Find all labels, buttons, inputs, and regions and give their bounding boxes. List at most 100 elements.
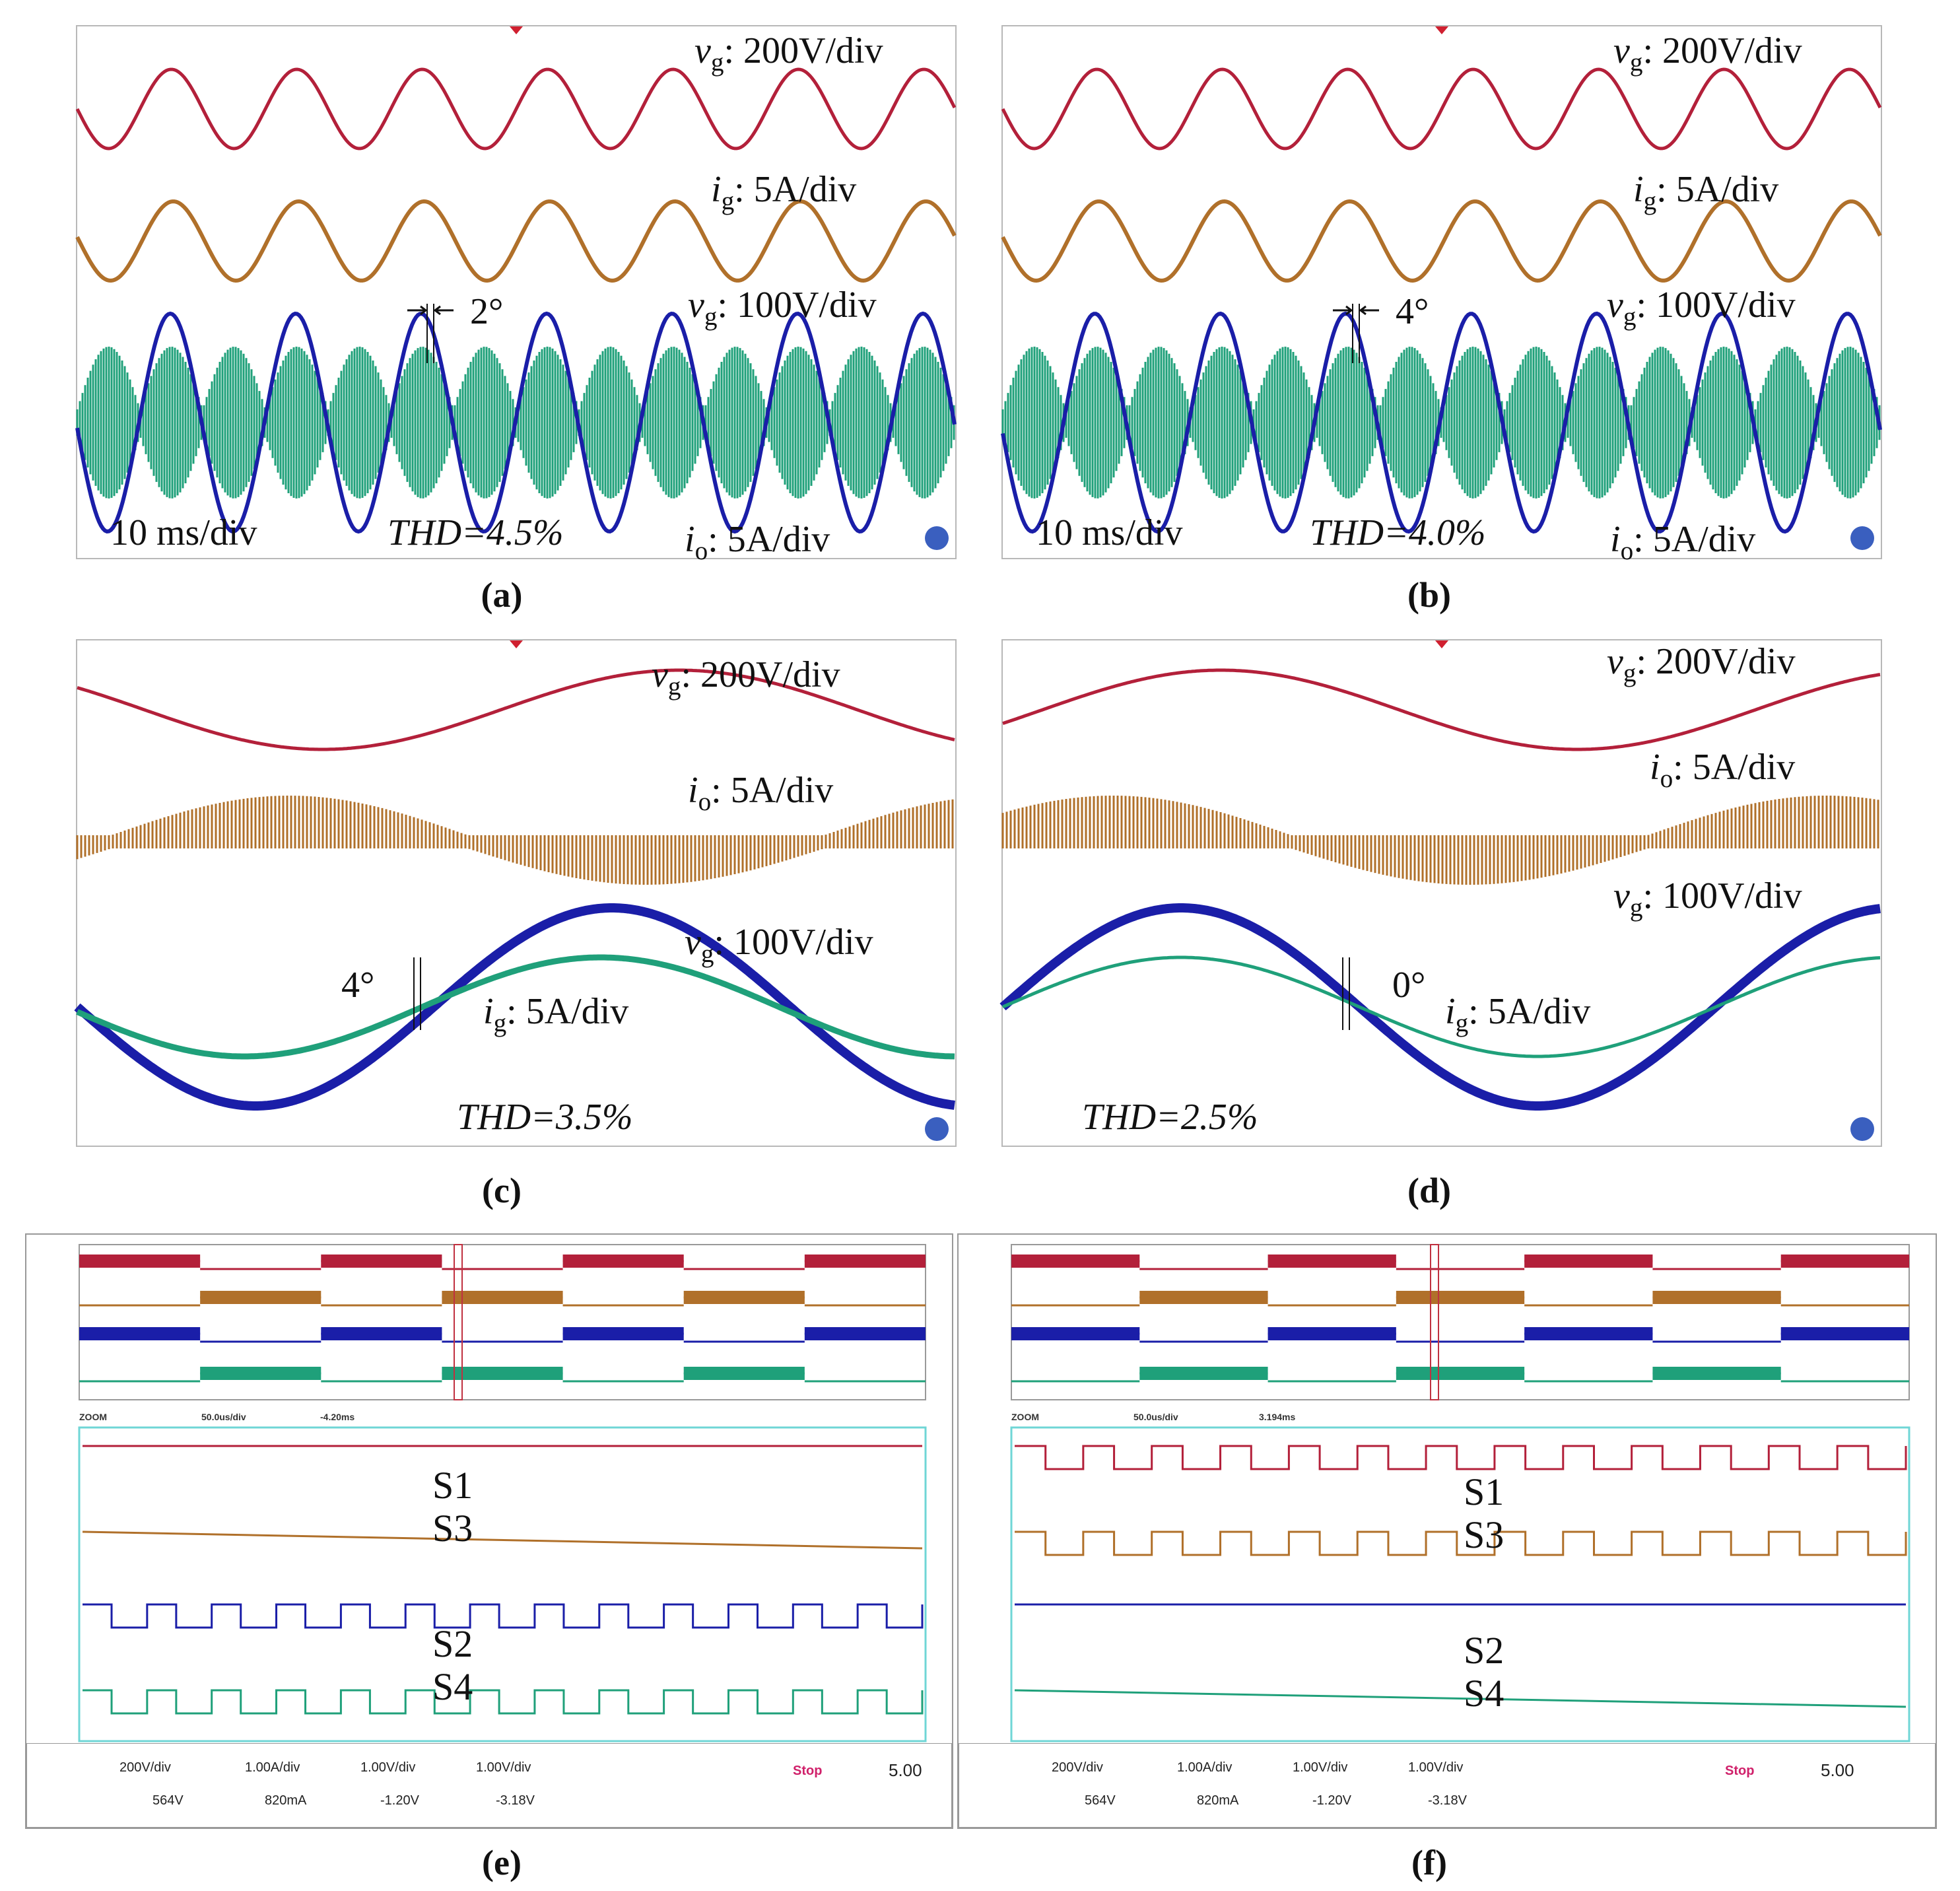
zoom-label: ZOOM [1011, 1412, 1039, 1422]
trace-vg-100 [1001, 311, 1882, 534]
trigger-marker [510, 26, 523, 34]
phase-label: 4° [1396, 291, 1429, 332]
zoom-scale: 50.0us/div [201, 1412, 246, 1422]
trace-vg-200 [75, 67, 957, 151]
label-ig-5a: ig: 5A/div [711, 169, 857, 216]
trace-io [76, 796, 954, 885]
scope-status-bar: 200V/div 564V 1.00A/div 820mA 1.00V/div … [959, 1743, 1936, 1828]
zoom-scale: 50.0us/div [1133, 1412, 1178, 1422]
overview-trace [79, 1372, 926, 1383]
label-ig-5a: ig: 5A/div [1633, 169, 1779, 216]
thd-label: THD=3.5% [457, 1097, 633, 1138]
thd-label: THD=4.0% [1310, 512, 1486, 553]
label-vg-100: vg: 100V/div [1607, 285, 1796, 331]
zoom-trace [1015, 1445, 1907, 1470]
phase-label: 0° [1392, 965, 1426, 1006]
scope-panel-e: ZOOM 50.0us/div -4.20ms S1 S3 S2 S4 200V… [25, 1233, 953, 1829]
zoom-window [454, 1244, 463, 1400]
overview-trace [1011, 1260, 1909, 1270]
trigger-marker [1435, 640, 1448, 648]
trigger-marker [510, 640, 523, 648]
overview-trace [1011, 1372, 1909, 1383]
label-io-5a: io: 5A/div [1610, 519, 1756, 566]
zoom-position: 3.194ms [1259, 1412, 1296, 1422]
signal-label-s4: S4 [432, 1665, 473, 1708]
zoom-trace [83, 1603, 924, 1629]
caption-a: (a) [481, 575, 523, 615]
signal-label-s4: S4 [1464, 1672, 1504, 1715]
label-vg-200: vg: 200V/div [694, 30, 883, 77]
caption-e: (e) [482, 1843, 522, 1882]
label-vg-100: vg: 100V/div [685, 922, 873, 969]
phase-arrows [407, 305, 454, 316]
ch3-scale: 1.00V/div [360, 1760, 416, 1775]
zoom-trace [1015, 1530, 1907, 1556]
scroll-icon [1850, 526, 1874, 550]
ch1-scale: 200V/div [119, 1760, 171, 1775]
phase-label: 2° [470, 291, 504, 332]
trace-vg-100 [75, 311, 957, 534]
ch3-scale: 1.00V/div [1293, 1760, 1348, 1775]
zoom-frame [1010, 1426, 1910, 1742]
zoom-trace [1014, 1689, 1907, 1708]
trace-ig [1001, 199, 1882, 283]
waveforms-b [1001, 26, 1882, 550]
label-io-5a: io: 5A/div [1650, 747, 1796, 794]
waveforms-a [75, 26, 957, 550]
overview-trace [1011, 1296, 1909, 1307]
ch2-scale: 1.00A/div [1177, 1760, 1233, 1775]
signal-label-s3: S3 [1464, 1513, 1504, 1556]
ch3-offset: -1.20V [380, 1793, 419, 1808]
time-scale: 5.00 [1821, 1760, 1854, 1780]
phase-arrows [1333, 305, 1379, 316]
scope-panel-c: vg: 200V/div io: 5A/div vg: 100V/div ig:… [74, 639, 957, 1147]
overview-trace [79, 1332, 926, 1343]
timebase-label: 10 ms/div [1036, 512, 1183, 553]
ch4-offset: -3.18V [1428, 1793, 1467, 1808]
signal-label-s1: S1 [432, 1464, 473, 1507]
zoom-trace [83, 1689, 924, 1715]
caption-b: (b) [1407, 575, 1451, 615]
ch1-offset: 564V [152, 1793, 184, 1808]
label-vg-100: vg: 100V/div [688, 285, 877, 331]
trace-vg-200 [1002, 668, 1881, 751]
trace-vg-100 [999, 903, 1881, 1111]
run-state: Stop [793, 1764, 823, 1778]
trace-io [76, 347, 955, 499]
signal-label-s2: S2 [432, 1622, 473, 1665]
overview-frame [1011, 1244, 1910, 1400]
timebase-label: 10 ms/div [110, 512, 257, 553]
run-state: Stop [1725, 1764, 1755, 1778]
logic-waveforms-f [965, 1244, 1910, 1813]
scroll-icon [925, 526, 949, 550]
waveforms-c [74, 640, 955, 1141]
label-ig-5a: ig: 5A/div [483, 991, 629, 1038]
caption-d: (d) [1407, 1171, 1451, 1210]
label-vg-200: vg: 200V/div [1613, 30, 1802, 77]
zoom-label: ZOOM [79, 1412, 107, 1422]
overview-trace [79, 1260, 926, 1270]
overview-trace [79, 1296, 926, 1307]
ch2-offset: 820mA [1197, 1793, 1239, 1808]
label-io-5a: io: 5A/div [688, 770, 834, 817]
scope-status-bar: 200V/div 564V 1.00A/div 820mA 1.00V/div … [26, 1743, 952, 1828]
ch2-offset: 820mA [265, 1793, 307, 1808]
label-vg-200: vg: 200V/div [1607, 641, 1796, 688]
ch4-offset: -3.18V [496, 1793, 535, 1808]
zoom-position: -4.20ms [320, 1412, 355, 1422]
label-io-5a: io: 5A/div [685, 519, 830, 566]
logic-waveforms-e [33, 1244, 927, 1813]
trace-ig [1002, 955, 1881, 1058]
trace-io [1001, 347, 1881, 499]
signal-label-s1: S1 [1464, 1470, 1504, 1513]
caption-c: (c) [482, 1171, 522, 1210]
scroll-icon [1850, 1117, 1874, 1141]
trace-ig [75, 199, 957, 283]
label-vg-100: vg: 100V/div [1613, 876, 1802, 922]
signal-label-s2: S2 [1464, 1629, 1504, 1672]
ch3-offset: -1.20V [1312, 1793, 1351, 1808]
trace-vg-200 [1001, 67, 1882, 151]
thd-label: THD=2.5% [1082, 1097, 1258, 1138]
overview-trace [1011, 1332, 1909, 1343]
ch1-scale: 200V/div [1052, 1760, 1103, 1775]
